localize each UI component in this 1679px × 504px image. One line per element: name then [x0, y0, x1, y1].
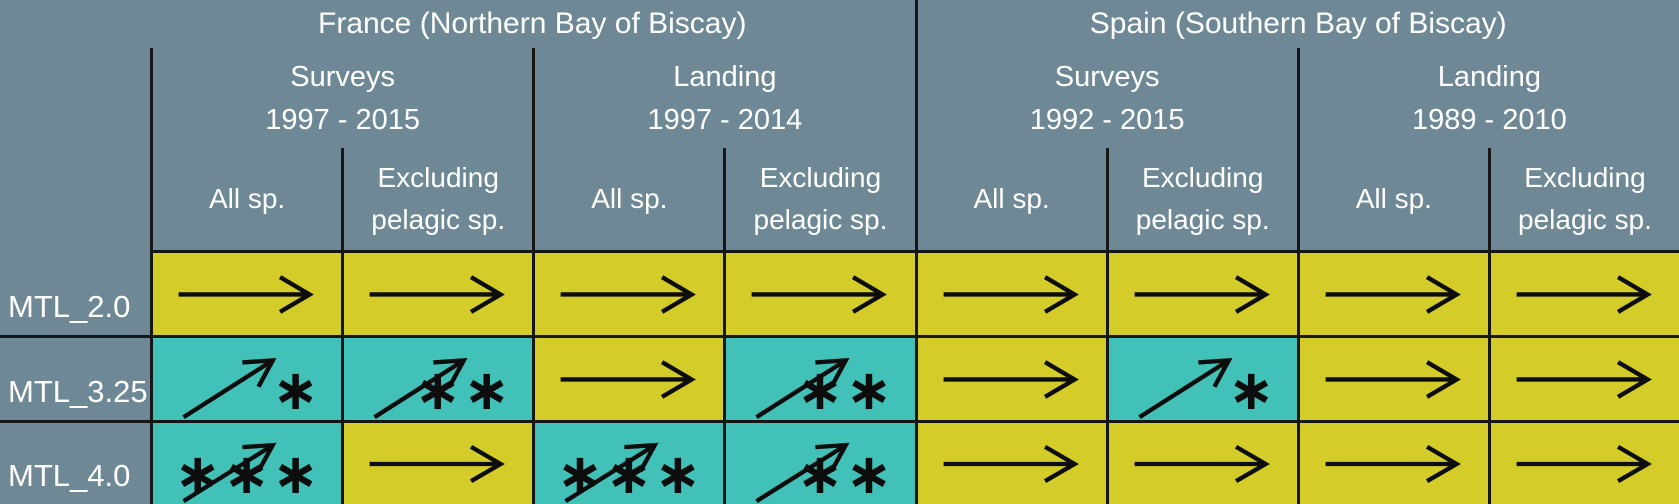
- trend-cell-MTL_3.25-france-surveys-excl-pelagic: ∗∗: [341, 335, 533, 421]
- right-arrow-icon: [560, 360, 697, 399]
- group-header-spain-surveys: Surveys 1992 - 2015: [914, 48, 1297, 148]
- species-header-spain-landing-excluding-pelagic: Excluding pelagic sp.: [1487, 148, 1679, 250]
- species-header-spain-surveys-excluding-pelagic: Excluding pelagic sp.: [1105, 148, 1297, 250]
- right-arrow-icon: [1516, 360, 1652, 399]
- group-label: Landing: [673, 60, 777, 93]
- significance-stars: ∗∗∗: [174, 442, 322, 504]
- up-right-arrow-icon: [182, 442, 277, 503]
- trend-cell-MTL_3.25-spain-surveys-all-sp: [914, 335, 1106, 420]
- row-label-MTL_3.25: MTL_3.25: [0, 335, 150, 420]
- right-arrow-icon: [943, 444, 1079, 483]
- right-arrow-icon: [369, 275, 506, 314]
- right-arrow-icon: [178, 275, 314, 314]
- significance-stars: ∗∗: [414, 358, 513, 421]
- trend-cell-MTL_3.25-spain-landing-excl-pelagic: [1487, 335, 1679, 420]
- trend-cell-MTL_4.0-france-surveys-excl-pelagic: [341, 420, 533, 504]
- group-period: 1989 - 2010: [1411, 104, 1567, 137]
- trend-cell-MTL_4.0-spain-landing-all-sp: [1296, 420, 1488, 504]
- trend-cell-MTL_4.0-france-landing-all-sp: ∗∗∗: [532, 420, 724, 504]
- group-label: Landing: [1437, 60, 1541, 93]
- trend-cell-MTL_2.0-france-landing-all-sp: [532, 250, 724, 335]
- region-header-france: France (Northern Bay of Biscay): [318, 7, 747, 40]
- group-header-france-surveys: Surveys 1997 - 2015: [150, 48, 532, 148]
- row-label-column-header-filler: [0, 48, 150, 250]
- trend-cell-MTL_2.0-spain-surveys-excl-pelagic: [1105, 250, 1297, 335]
- right-arrow-icon: [1325, 360, 1461, 399]
- trend-cell-MTL_4.0-france-surveys-all-sp: ∗∗∗: [150, 420, 342, 504]
- trend-cell-MTL_3.25-spain-surveys-excl-pelagic: ∗: [1105, 335, 1297, 421]
- right-arrow-icon: [1516, 444, 1652, 483]
- species-header-france-surveys-all-sp: All sp.: [150, 148, 341, 250]
- group-period: 1992 - 2015: [1029, 104, 1185, 137]
- trend-cell-MTL_2.0-spain-surveys-all-sp: [914, 250, 1106, 335]
- right-arrow-icon: [1325, 444, 1461, 483]
- right-arrow-icon: [943, 360, 1079, 399]
- species-header-france-landing-excluding-pelagic: Excluding pelagic sp.: [723, 148, 914, 250]
- trend-cell-MTL_2.0-spain-landing-all-sp: [1296, 250, 1488, 335]
- corner-cell: [0, 0, 150, 48]
- trend-cell-MTL_3.25-france-landing-all-sp: [532, 335, 724, 420]
- group-label: Surveys: [290, 60, 395, 93]
- group-label: Surveys: [1054, 60, 1160, 93]
- region-header-spain: Spain (Southern Bay of Biscay): [914, 0, 1679, 48]
- trend-cell-MTL_2.0-france-surveys-all-sp: [150, 250, 342, 335]
- species-header-france-landing-all-sp: All sp.: [532, 148, 723, 250]
- group-period: 1997 - 2014: [647, 104, 803, 137]
- significance-stars: ∗: [1227, 358, 1277, 421]
- right-arrow-icon: [751, 275, 888, 314]
- trend-cell-MTL_4.0-spain-landing-excl-pelagic: [1487, 420, 1679, 504]
- group-header-france-landing: Landing 1997 - 2014: [532, 48, 914, 148]
- up-right-arrow-icon: [564, 442, 659, 503]
- species-header-spain-surveys-all-sp: All sp.: [914, 148, 1106, 250]
- right-arrow-icon: [1516, 275, 1652, 314]
- trend-cell-MTL_4.0-spain-surveys-all-sp: [914, 420, 1106, 504]
- right-arrow-icon: [1134, 444, 1270, 483]
- species-header-spain-landing-all-sp: All sp.: [1296, 148, 1488, 250]
- right-arrow-icon: [1134, 275, 1270, 314]
- significance-stars: ∗∗: [796, 358, 895, 421]
- right-arrow-icon: [369, 444, 506, 483]
- right-arrow-icon: [1325, 275, 1461, 314]
- trend-cell-MTL_4.0-spain-surveys-excl-pelagic: [1105, 420, 1297, 504]
- up-right-arrow-icon: [182, 357, 277, 419]
- up-right-arrow-icon: [373, 357, 468, 419]
- significance-stars: ∗∗∗: [556, 442, 704, 504]
- trend-cell-MTL_4.0-france-landing-excl-pelagic: ∗∗: [723, 420, 915, 504]
- trend-cell-MTL_2.0-france-landing-excl-pelagic: [723, 250, 915, 335]
- trend-cell-MTL_3.25-france-landing-excl-pelagic: ∗∗: [723, 335, 915, 421]
- right-arrow-icon: [943, 275, 1079, 314]
- up-right-arrow-icon: [1137, 357, 1233, 419]
- trend-cell-MTL_3.25-france-surveys-all-sp: ∗: [150, 335, 342, 421]
- trend-cell-MTL_3.25-spain-landing-all-sp: [1296, 335, 1488, 420]
- significance-stars: ∗∗: [796, 442, 895, 504]
- group-header-spain-landing: Landing 1989 - 2010: [1296, 48, 1679, 148]
- up-right-arrow-icon: [755, 442, 850, 503]
- right-arrow-icon: [560, 275, 697, 314]
- up-right-arrow-icon: [755, 357, 850, 419]
- significance-stars: ∗: [272, 358, 322, 421]
- row-label-MTL_4.0: MTL_4.0: [0, 420, 150, 504]
- species-header-france-surveys-excluding-pelagic: Excluding pelagic sp.: [341, 148, 532, 250]
- trend-cell-MTL_2.0-france-surveys-excl-pelagic: [341, 250, 533, 335]
- row-label-MTL_2.0: MTL_2.0: [8, 289, 131, 324]
- group-period: 1997 - 2015: [265, 104, 421, 137]
- trend-cell-MTL_2.0-spain-landing-excl-pelagic: [1487, 250, 1679, 335]
